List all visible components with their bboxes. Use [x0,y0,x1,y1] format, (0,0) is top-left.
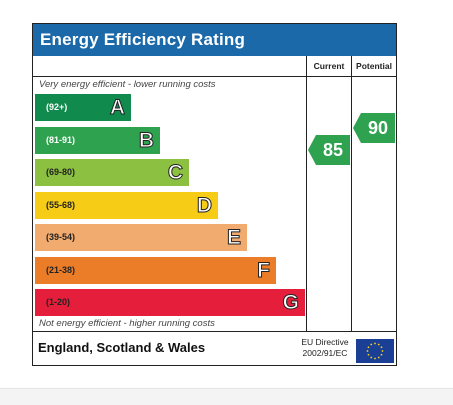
eu-directive-label: EU Directive 2002/91/EC [298,337,352,359]
band-letter: A [109,96,125,120]
band-c: (69-80) C [35,159,189,186]
region-label: England, Scotland & Wales [38,340,206,355]
eu-star [377,356,380,359]
band-b: (81-91) B [35,126,160,154]
eu-directive-line1: EU Directive [301,337,349,347]
eu-star [370,343,373,346]
current-column-header: Current [313,61,345,71]
eu-star [366,350,369,352]
band-letter: F [257,258,271,282]
band-g: (1-20) G [35,289,305,316]
chart-title: Energy Efficiency Rating [33,24,396,56]
band-letter: D [196,193,212,217]
band-letter: B [138,128,154,152]
footer-divider [33,331,396,332]
eu-star [374,357,376,360]
band-a: (92+) A [35,94,131,121]
band-letter: C [167,161,183,185]
band-range: (92+) [46,102,68,112]
potential-arrow-shape [353,112,395,143]
current-rating-arrow: 85 [308,134,350,165]
band-range: (81-91) [46,134,76,145]
band-letter: E [226,226,241,250]
eu-star [380,353,383,356]
eu-star [380,346,383,349]
eu-star [367,346,370,349]
band-e: (39-54) E [35,224,247,251]
eu-star [370,356,373,359]
eu-directive-line2: 2002/91/EC [302,348,348,358]
current-rating-value: 85 [322,139,344,160]
eu-star [377,343,380,346]
band-range: (1-20) [46,297,71,307]
potential-column-header: Potential [356,61,392,71]
band-letter: G [282,291,299,315]
potential-rating-arrow: 90 [353,112,395,143]
potential-column-divider [351,56,352,331]
page-bottom-strip [0,388,453,405]
energy-rating-chart: Energy Efficiency Rating Current Potenti… [32,23,397,366]
band-d: (55-68) D [35,191,218,219]
eu-star [381,350,384,352]
inefficient-caption: Not energy efficient - higher running co… [39,318,215,329]
potential-rating-value: 90 [367,117,389,138]
eu-flag-icon [356,339,394,363]
header-divider [33,76,396,77]
band-range: (69-80) [46,167,76,177]
current-column-divider [306,56,307,331]
current-arrow-shape [308,134,350,165]
eu-star [374,342,376,345]
band-range: (55-68) [46,199,76,210]
band-range: (21-38) [46,264,76,275]
eu-star [367,353,370,356]
band-f: (21-38) F [35,256,276,284]
efficient-caption: Very energy efficient - lower running co… [39,79,216,90]
band-range: (39-54) [46,232,76,242]
